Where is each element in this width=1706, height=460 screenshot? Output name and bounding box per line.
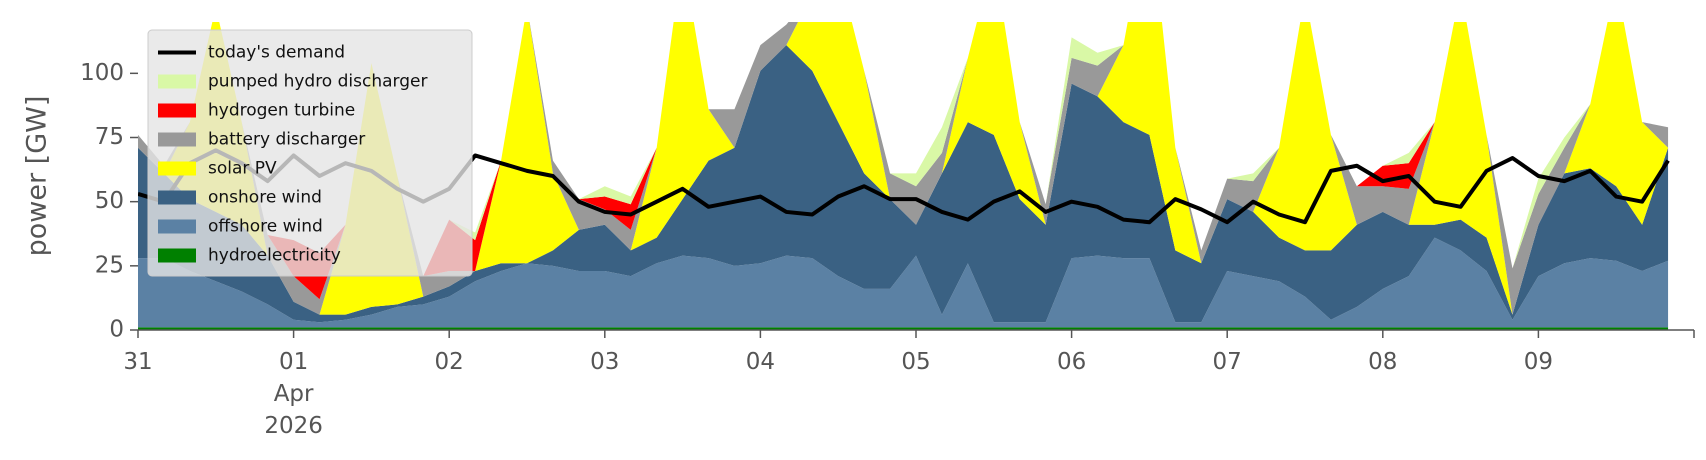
legend-label: offshore wind [208,217,323,237]
y-tick-label: 50 [95,188,124,214]
legend-swatch [158,190,196,205]
x-tick-label: 09 [1523,349,1554,375]
y-tick-label: 25 [95,252,124,278]
area [138,237,1669,328]
y-tick-label: 0 [109,317,124,343]
legend-label: onshore wind [208,188,322,208]
legend-swatch [158,103,196,118]
x-tick-label: 08 [1368,349,1398,375]
legend-swatch [158,74,196,89]
y-tick-label: 100 [80,60,124,86]
x-tick-label: 07 [1212,349,1242,375]
legend-label: today's demand [208,43,345,63]
x-tick-label: 02 [434,349,464,375]
legend-box [147,29,473,277]
x-tick-label: 05 [901,349,931,375]
area [138,45,1669,323]
legend-swatch [158,219,196,234]
legend-swatch [158,248,196,263]
x-tick-label: 03 [590,349,620,375]
y-tick-label: 75 [95,124,124,150]
legend-swatch [158,161,196,176]
area [138,22,1669,315]
legend-label: pumped hydro discharger [208,72,427,92]
x-tick-label: 01 Apr 2026 [264,349,323,439]
x-tick-label: 04 [745,349,776,375]
legend-label: hydroelectricity [208,246,341,266]
legend-label: battery discharger [208,130,365,150]
x-tick-label: 31 [123,349,153,375]
legend-label: solar PV [208,159,277,179]
y-axis-label: power [GW] [22,96,53,257]
x-tick-label: 06 [1056,349,1087,375]
area [138,22,1669,315]
legend-swatch [158,132,196,147]
legend-label: hydrogen turbine [208,101,355,121]
